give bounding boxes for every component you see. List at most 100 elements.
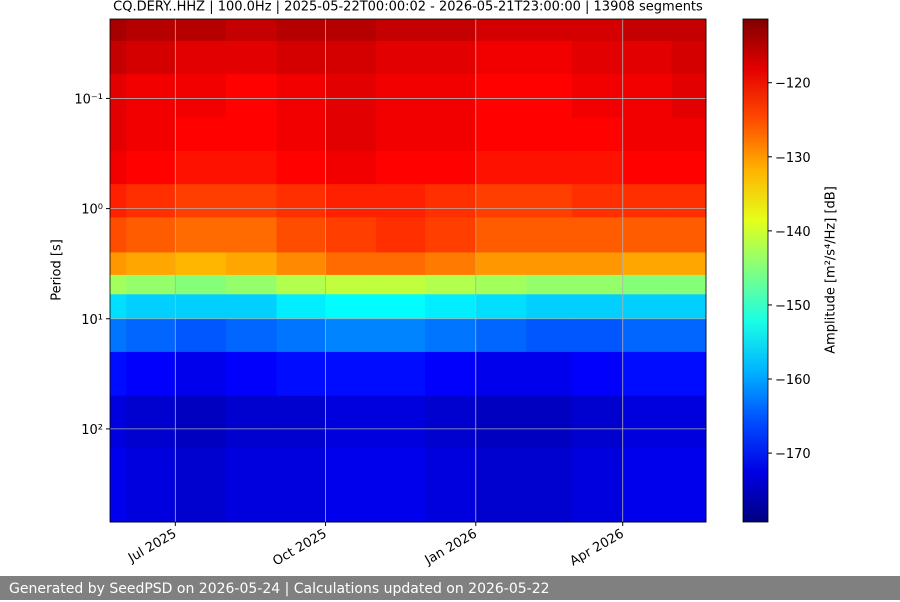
heatmap-cell [110, 184, 127, 218]
heatmap-cell [126, 184, 176, 218]
heatmap-cell [572, 117, 624, 152]
heatmap-cell [276, 117, 327, 152]
chart: CQ.DERY..HHZ | 100.0Hz | 2025-05-22T00:0… [50, 0, 839, 569]
heatmap-cell [572, 74, 624, 119]
heatmap-cell [110, 294, 127, 320]
heatmap-cell [526, 40, 573, 75]
x-tick-label: Jan 2026 [422, 526, 480, 568]
heatmap-cell [325, 217, 377, 253]
heatmap-cell [475, 294, 527, 320]
heatmap-cell [110, 19, 127, 42]
heatmap-cell [276, 184, 327, 218]
heatmap-cell [126, 351, 176, 397]
heatmap-cell [376, 448, 426, 523]
heatmap-cell [225, 448, 278, 523]
heatmap-cell [325, 40, 377, 75]
heatmap-cell [376, 252, 426, 276]
heatmap-cell [110, 351, 127, 397]
heatmap-cell [622, 217, 673, 253]
heatmap-cell [126, 274, 176, 295]
heatmap-cell [110, 274, 127, 295]
heatmap-cell [572, 40, 624, 75]
colorbar-tick-label: −140 [775, 225, 811, 240]
heatmap-cell [175, 74, 227, 119]
heatmap-cell [126, 448, 176, 523]
heatmap-cell [175, 117, 227, 152]
heatmap-cell [572, 184, 624, 218]
heatmap-cell [622, 74, 673, 119]
heatmap-cell [376, 217, 426, 253]
heatmap-cell [175, 448, 227, 523]
heatmap-cell [276, 351, 327, 397]
heatmap-cell [671, 40, 707, 75]
x-tick-label: Jul 2025 [125, 526, 179, 566]
heatmap-cell [325, 351, 377, 397]
heatmap-cell [126, 74, 176, 119]
heatmap-cell [475, 40, 527, 75]
heatmap-cell [425, 318, 477, 353]
heatmap-cell [526, 19, 573, 42]
y-tick-label: 10¹ [81, 313, 103, 328]
heatmap-cell [126, 117, 176, 152]
heatmap-cell [376, 74, 426, 119]
heatmap-cell [376, 318, 426, 353]
heatmap-cell [175, 252, 227, 276]
heatmap-cell [526, 395, 573, 449]
heatmap-cell [126, 318, 176, 353]
heatmap-cell [225, 294, 278, 320]
heatmap-cell [425, 117, 477, 152]
heatmap-cell [425, 395, 477, 449]
heatmap-cell [110, 448, 127, 523]
heatmap-cell [276, 294, 327, 320]
heatmap-cell [225, 117, 278, 152]
heatmap-cell [376, 40, 426, 75]
heatmap-cell [671, 151, 707, 185]
heatmap-cell [475, 217, 527, 253]
heatmap-cell [110, 117, 127, 152]
heatmap-cell [572, 395, 624, 449]
heatmap-cell [425, 40, 477, 75]
heatmap-cell [175, 151, 227, 185]
heatmap-cell [126, 252, 176, 276]
heatmap-cell [526, 274, 573, 295]
heatmap-cell [622, 274, 673, 295]
heatmap-cell [175, 351, 227, 397]
heatmap-cell [671, 448, 707, 523]
heatmap-cell [110, 217, 127, 253]
colorbar-tick-label: −150 [775, 299, 811, 314]
heatmap-cell [425, 448, 477, 523]
heatmap-cell [276, 19, 327, 42]
heatmap-cell [110, 252, 127, 276]
heatmap-cell [526, 351, 573, 397]
heatmap-cell [425, 294, 477, 320]
heatmap-cell [175, 217, 227, 253]
heatmap-cell [376, 274, 426, 295]
heatmap-cell [175, 184, 227, 218]
heatmap-cell [622, 252, 673, 276]
heatmap-cell [225, 351, 278, 397]
heatmap-cell [526, 184, 573, 218]
heatmap-cell [175, 40, 227, 75]
heatmap-cell [572, 19, 624, 42]
heatmap-cell [276, 252, 327, 276]
heatmap-cell [572, 217, 624, 253]
heatmap-cell [126, 40, 176, 75]
heatmap-cell [526, 151, 573, 185]
heatmap-cell [325, 74, 377, 119]
heatmap-cell [225, 184, 278, 218]
heatmap-cell [475, 19, 527, 42]
heatmap-cell [425, 274, 477, 295]
heatmap-cell [475, 74, 527, 119]
heatmap-cell [526, 252, 573, 276]
heatmap-cell [175, 318, 227, 353]
heatmap-cell [376, 151, 426, 185]
heatmap-cell [225, 252, 278, 276]
heatmap-cell [110, 395, 127, 449]
heatmap-cell [526, 294, 573, 320]
heatmap-cell [325, 318, 377, 353]
heatmap-cell [622, 151, 673, 185]
heatmap-cell [572, 294, 624, 320]
x-tick-label: Apr 2026 [568, 526, 627, 569]
heatmap-cell [376, 351, 426, 397]
